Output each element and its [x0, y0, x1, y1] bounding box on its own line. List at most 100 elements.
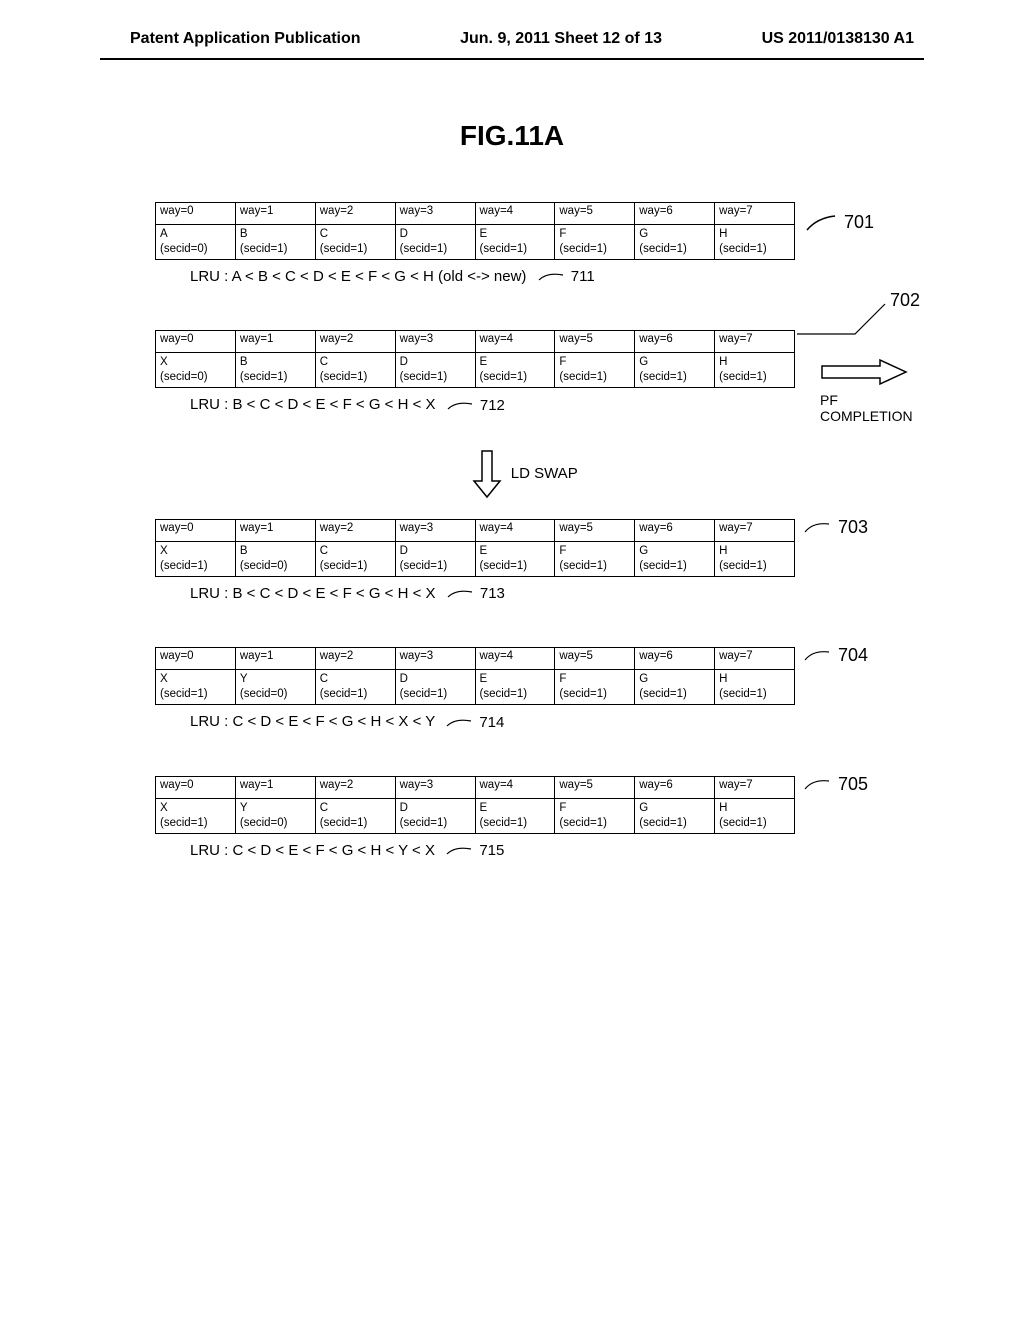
ref-label-704: 704 [803, 645, 868, 666]
way-header: way=7 [715, 776, 795, 798]
table-cell: C(secid=1) [315, 670, 395, 705]
way-header: way=1 [235, 648, 315, 670]
table-cell: D(secid=1) [395, 353, 475, 388]
way-header: way=2 [315, 331, 395, 353]
way-header: way=6 [635, 648, 715, 670]
way-header: way=3 [395, 648, 475, 670]
table-cell: D(secid=1) [395, 225, 475, 260]
table-cell: B(secid=1) [235, 225, 315, 260]
way-header: way=1 [235, 331, 315, 353]
way-header: way=5 [555, 776, 635, 798]
arrow-right-icon [820, 358, 910, 386]
figure-title: FIG.11A [0, 120, 1024, 152]
table-cell: D(secid=1) [395, 541, 475, 576]
way-header: way=3 [395, 331, 475, 353]
way-header: way=2 [315, 776, 395, 798]
table-cell: X(secid=1) [156, 541, 236, 576]
leader-icon [537, 270, 567, 284]
page-header: Patent Application Publication Jun. 9, 2… [0, 0, 1024, 58]
table-block-704: way=0 way=1 way=2 way=3 way=4 way=5 way=… [155, 647, 894, 730]
table-cell: G(secid=1) [635, 670, 715, 705]
way-table: way=0 way=1 way=2 way=3 way=4 way=5 way=… [155, 330, 795, 388]
table-block-701: way=0 way=1 way=2 way=3 way=4 way=5 way=… [155, 202, 894, 285]
lru-ref-712: 712 [446, 397, 505, 414]
way-header: way=7 [715, 519, 795, 541]
pf-completion-arrow: PF COMPLETION [820, 358, 913, 424]
table-cell: F(secid=1) [555, 798, 635, 833]
pf-label: PF COMPLETION [820, 393, 913, 424]
table-cell: E(secid=1) [475, 225, 555, 260]
way-table: way=0 way=1 way=2 way=3 way=4 way=5 way=… [155, 776, 795, 834]
table-cell: C(secid=1) [315, 541, 395, 576]
table-cell: C(secid=1) [315, 353, 395, 388]
way-header: way=6 [635, 519, 715, 541]
table-cell: D(secid=1) [395, 798, 475, 833]
table-cell: Y(secid=0) [235, 798, 315, 833]
table-cell: H(secid=1) [715, 798, 795, 833]
leader-icon [803, 777, 833, 793]
way-header: way=4 [475, 776, 555, 798]
header-divider [100, 58, 924, 60]
table-cell: F(secid=1) [555, 353, 635, 388]
way-header: way=2 [315, 203, 395, 225]
way-header: way=6 [635, 203, 715, 225]
way-header: way=4 [475, 648, 555, 670]
table-cell: G(secid=1) [635, 353, 715, 388]
way-header: way=7 [715, 331, 795, 353]
leader-icon [445, 716, 475, 730]
table-cell: E(secid=1) [475, 670, 555, 705]
arrow-down-icon [472, 449, 502, 499]
figure-content: way=0 way=1 way=2 way=3 way=4 way=5 way=… [0, 202, 1024, 859]
way-header: way=7 [715, 648, 795, 670]
table-cell: E(secid=1) [475, 353, 555, 388]
lru-ref-713: 713 [446, 585, 505, 602]
way-header: way=5 [555, 331, 635, 353]
table-cell: A(secid=0) [156, 225, 236, 260]
header-right: US 2011/0138130 A1 [762, 30, 914, 48]
ref-label-705: 705 [803, 774, 868, 795]
way-table: way=0 way=1 way=2 way=3 way=4 way=5 way=… [155, 647, 795, 705]
table-cell: H(secid=1) [715, 541, 795, 576]
way-header: way=0 [156, 776, 236, 798]
table-cell: E(secid=1) [475, 541, 555, 576]
table-cell: C(secid=1) [315, 798, 395, 833]
leader-icon [803, 520, 833, 536]
ld-swap: LD SWAP [465, 449, 585, 499]
way-header: way=5 [555, 519, 635, 541]
lru-text: LRU : C < D < E < F < G < H < Y < X 715 [190, 842, 894, 860]
way-header: way=4 [475, 203, 555, 225]
way-header: way=2 [315, 519, 395, 541]
table-cell: D(secid=1) [395, 670, 475, 705]
table-cell: H(secid=1) [715, 670, 795, 705]
way-header: way=6 [635, 776, 715, 798]
way-header: way=2 [315, 648, 395, 670]
lru-text: LRU : B < C < D < E < F < G < H < X 712 [190, 396, 894, 414]
table-block-703: way=0 way=1 way=2 way=3 way=4 way=5 way=… [155, 519, 894, 602]
ref-label-702: 702 [890, 290, 920, 311]
way-header: way=3 [395, 519, 475, 541]
leader-icon [446, 587, 476, 601]
ld-swap-label: LD SWAP [511, 465, 578, 482]
table-cell: B(secid=0) [235, 541, 315, 576]
way-table: way=0 way=1 way=2 way=3 way=4 way=5 way=… [155, 202, 795, 260]
lru-ref-715: 715 [445, 842, 504, 859]
lru-text: LRU : A < B < C < D < E < F < G < H (old… [190, 268, 894, 286]
way-header: way=0 [156, 331, 236, 353]
leader-icon [446, 399, 476, 413]
leader-icon [445, 844, 475, 858]
lru-ref-714: 714 [445, 714, 504, 731]
way-header: way=5 [555, 203, 635, 225]
table-block-702: 702 way=0 way=1 way=2 way=3 way=4 way=5 … [155, 330, 894, 413]
way-header: way=3 [395, 776, 475, 798]
table-cell: F(secid=1) [555, 670, 635, 705]
table-cell: F(secid=1) [555, 225, 635, 260]
header-center: Jun. 9, 2011 Sheet 12 of 13 [460, 30, 662, 48]
header-left: Patent Application Publication [130, 30, 361, 48]
table-cell: E(secid=1) [475, 798, 555, 833]
table-cell: G(secid=1) [635, 225, 715, 260]
way-header: way=0 [156, 203, 236, 225]
table-cell: G(secid=1) [635, 798, 715, 833]
table-cell: H(secid=1) [715, 353, 795, 388]
lru-ref-711: 711 [537, 268, 595, 285]
ref-label-703: 703 [803, 517, 868, 538]
